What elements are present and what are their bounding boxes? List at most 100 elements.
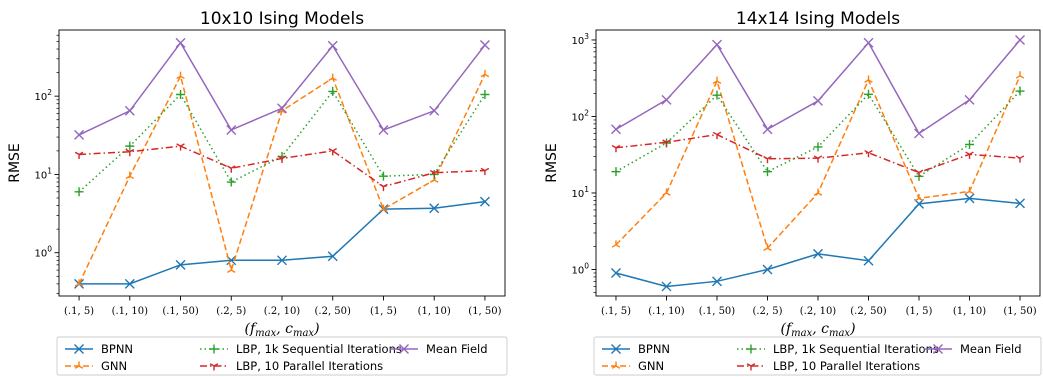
plot-frame: [58, 29, 506, 297]
legend-item: LBP, 1k Sequential Iterations: [737, 342, 939, 356]
x-tick-label: (1, 10): [418, 306, 451, 317]
y-tick-label: 100: [571, 261, 589, 276]
data-marker: [277, 255, 287, 266]
data-marker: [226, 124, 237, 135]
data-marker: [611, 361, 621, 369]
data-marker: [611, 240, 621, 248]
series-lbp-1k-sequential-iterations: [74, 86, 490, 197]
x-tick-label: (.2, 10): [264, 306, 301, 317]
data-marker: [327, 40, 338, 51]
data-marker: [124, 105, 135, 116]
data-marker: [125, 141, 135, 151]
data-marker: [864, 75, 873, 83]
x-axis-label: (fmax, cmax): [780, 321, 855, 339]
data-marker: [1015, 155, 1025, 163]
data-marker: [399, 344, 409, 354]
data-marker: [328, 86, 338, 96]
legend-item: Mean Field: [390, 342, 488, 356]
data-marker: [914, 193, 924, 202]
data-marker: [429, 169, 439, 178]
data-marker: [863, 255, 874, 266]
data-marker: [176, 143, 185, 151]
data-marker: [209, 363, 219, 371]
chart-title: 10x10 Ising Models: [200, 9, 364, 29]
data-marker: [479, 196, 490, 207]
data-marker: [711, 276, 722, 287]
data-marker: [611, 344, 621, 354]
legend-label: GNN: [101, 359, 127, 373]
data-marker: [74, 361, 84, 369]
legend-item: GNN: [602, 359, 664, 373]
x-tick-label: (1, 5): [906, 306, 933, 317]
data-marker: [209, 344, 219, 354]
data-marker: [964, 193, 975, 204]
x-axis-label: (fmax, cmax): [244, 321, 319, 339]
series-gnn: [74, 69, 490, 287]
data-marker: [74, 187, 84, 197]
legend-label: BPNN: [638, 342, 670, 356]
series-lbp-10-parallel-iterations: [611, 131, 1025, 178]
x-tick-label: (.1, 50): [699, 306, 736, 317]
data-marker: [610, 267, 621, 278]
series-line: [79, 200, 486, 285]
data-marker: [763, 243, 772, 252]
data-marker: [813, 248, 823, 259]
x-tick-label: (.2, 50): [315, 306, 352, 317]
data-marker: [662, 188, 671, 196]
legend: BPNN GNN LBP, 1k Sequential Iterations LBP,…: [593, 336, 1042, 376]
data-marker: [746, 344, 756, 354]
data-marker: [74, 151, 84, 159]
data-marker: [429, 203, 440, 214]
data-marker: [176, 71, 185, 80]
x-tick-label: (.2, 50): [850, 306, 887, 317]
data-marker: [813, 155, 823, 163]
data-marker: [813, 188, 823, 196]
data-marker: [1015, 71, 1025, 79]
x-tick-label: (.1, 10): [648, 306, 685, 317]
series-line: [615, 39, 1021, 135]
data-marker: [379, 204, 388, 213]
legend-box: [593, 336, 1042, 376]
legend-label: GNN: [638, 359, 664, 373]
data-marker: [762, 124, 773, 135]
series-mean-field: [610, 34, 1026, 139]
series-line: [78, 90, 486, 193]
series-lbp-1k-sequential-iterations: [611, 86, 1025, 181]
data-marker: [763, 155, 772, 164]
chart-panel-2: 14x14 Ising Models 100 101 102 103 RMSE (.1, 5…: [544, 9, 1042, 376]
data-marker: [277, 155, 287, 163]
series-lbp-10-parallel-iterations: [74, 143, 490, 192]
plot-frame: [595, 29, 1041, 297]
legend-label: LBP, 1k Sequential Iterations: [773, 342, 939, 356]
data-marker: [762, 264, 773, 275]
legend-label: LBP, 1k Sequential Iterations: [236, 342, 402, 356]
data-marker: [1015, 198, 1026, 209]
data-marker: [124, 278, 135, 289]
data-marker: [965, 186, 974, 195]
x-tick-label: (.2, 5): [216, 306, 246, 317]
data-marker: [74, 129, 85, 140]
data-marker: [914, 169, 924, 178]
data-marker: [328, 148, 337, 156]
legend-item: BPNN: [65, 342, 133, 356]
legend-item: Mean Field: [924, 342, 1022, 356]
y-axis-label: RMSE: [544, 143, 560, 183]
legend-item: LBP, 10 Parallel Iterations: [200, 359, 383, 373]
data-marker: [226, 177, 236, 187]
x-tick-label: (.2, 5): [752, 306, 782, 317]
y-axis-label: RMSE: [7, 143, 23, 183]
chart-panel-1: 10x10 Ising Models 100 101 102 RMSE (.1, 5) (.…: [7, 9, 508, 376]
legend-item: GNN: [65, 359, 127, 373]
data-marker: [965, 140, 975, 150]
series-gnn: [611, 71, 1025, 252]
x-tick-label: (1, 50): [1003, 306, 1036, 317]
data-marker: [611, 144, 621, 153]
data-marker: [175, 259, 186, 270]
data-marker: [610, 124, 621, 135]
data-marker: [378, 124, 389, 135]
x-tick-label: (.1, 5): [601, 306, 631, 317]
data-marker: [711, 39, 722, 50]
data-marker: [125, 171, 135, 180]
x-tick-label: (1, 5): [370, 306, 397, 317]
data-marker: [74, 279, 84, 287]
